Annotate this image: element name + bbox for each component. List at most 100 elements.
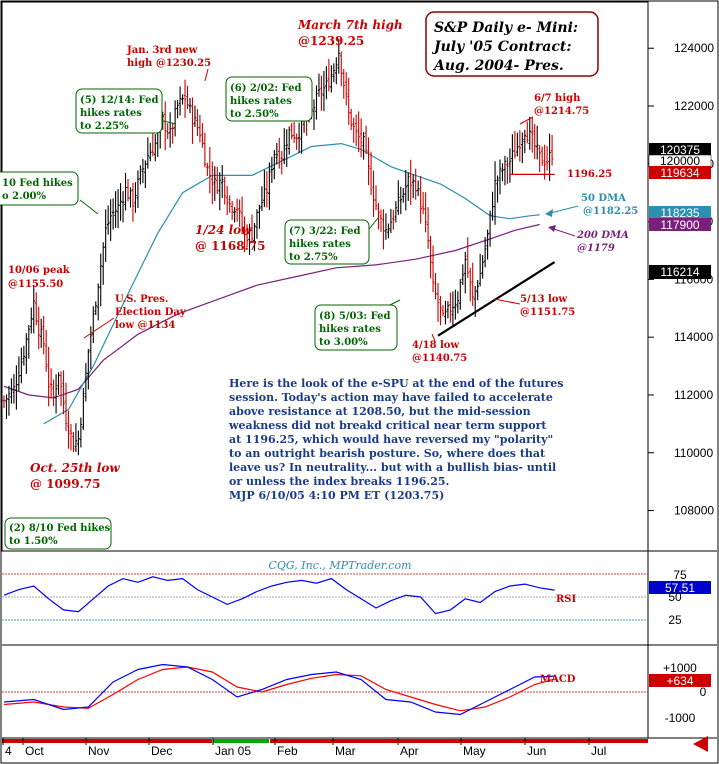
price-bar <box>389 208 393 234</box>
price-bar <box>357 111 360 153</box>
price-bar <box>434 273 437 300</box>
price-bar <box>111 198 115 230</box>
fed-box-nov10-frame <box>0 171 79 206</box>
price-bar <box>322 70 326 112</box>
price-bar <box>233 207 236 223</box>
price-bar <box>342 68 346 99</box>
may13-label-2: @1151.75 <box>520 307 575 318</box>
price-bar <box>153 134 157 162</box>
price-bar <box>238 199 241 227</box>
price-bar <box>461 264 465 286</box>
price-bar <box>218 172 222 211</box>
month-label: Jun <box>527 744 546 758</box>
fed-box-feb02: (6) 2/02: Fed hikes rates to 2.50% <box>225 76 313 122</box>
price-bar <box>359 118 363 158</box>
election-leader <box>83 317 115 339</box>
price-bar <box>518 130 522 162</box>
month-label: Dec <box>151 744 172 758</box>
price-bar <box>258 204 261 229</box>
price-bar <box>255 209 259 239</box>
price-bar <box>493 161 497 225</box>
fed-box-dec14: (5) 12/14: Fed hikes rates to 2.25% <box>75 88 163 134</box>
jan24-label-2: @ 1168.75 <box>195 239 265 253</box>
oct10-label-2: @1155.50 <box>8 279 63 290</box>
fed-box-aug10-frame <box>4 517 112 550</box>
price-bar <box>325 66 328 100</box>
price-bar <box>449 292 452 323</box>
price-bar <box>225 186 229 216</box>
price-bar <box>466 237 470 278</box>
price-tick-label: 112000 <box>674 388 713 402</box>
price-bar <box>131 182 135 222</box>
price-bar <box>506 157 509 184</box>
price-bar <box>94 301 98 316</box>
price-bar <box>436 283 440 322</box>
price-bar <box>7 385 11 416</box>
price-bar <box>134 182 137 213</box>
price-bar <box>116 189 120 229</box>
dma50-label-1: 50 DMA <box>581 193 626 204</box>
price-bar <box>295 133 298 150</box>
price-bar <box>488 210 492 247</box>
badge-a-text: 120375 <box>660 143 700 157</box>
apr18-label-1: 4/18 low <box>412 340 459 351</box>
price-bar <box>201 123 204 148</box>
dma200-label-2: @1179 <box>577 243 615 254</box>
title-line-1: S&P Daily e- Mini: <box>434 20 578 36</box>
price-bar <box>315 85 318 120</box>
price-bar <box>29 307 33 334</box>
price-bar <box>64 382 68 431</box>
price-bar <box>419 175 422 224</box>
jun7-label-1: 6/7 high <box>534 93 581 104</box>
price-bar <box>32 284 36 334</box>
rsi-line <box>3 576 555 615</box>
macd-value-bg <box>649 674 711 687</box>
price-bar <box>235 198 239 222</box>
price-bar <box>535 125 539 160</box>
price-bar <box>404 169 408 211</box>
price-bar <box>387 223 390 239</box>
price-bar <box>459 279 462 310</box>
price-bar <box>496 175 499 203</box>
price-bar <box>335 57 338 85</box>
price-bar <box>149 143 152 162</box>
price-bar <box>52 379 55 407</box>
price-bar <box>429 235 432 279</box>
price-bar <box>545 146 549 171</box>
price-bar <box>250 214 254 243</box>
price-bar <box>198 114 202 143</box>
price-bar <box>508 148 512 183</box>
price-bar <box>193 105 197 128</box>
price-bar <box>287 126 291 155</box>
price-bar <box>538 145 541 173</box>
price-bar <box>183 79 187 119</box>
price-bar <box>394 201 398 223</box>
price-bar <box>129 187 132 208</box>
price-bar <box>392 209 395 230</box>
fed-box-nov10: 10 Fed hikes o 2.00% <box>0 171 79 206</box>
price-bar <box>39 318 43 348</box>
price-bar <box>273 150 276 180</box>
price-bar <box>15 365 18 410</box>
month-label: 4 <box>5 744 12 758</box>
price-bar <box>454 289 457 320</box>
price-bar <box>501 163 504 182</box>
title-frame <box>425 11 599 77</box>
macd-signal-line <box>3 666 555 712</box>
month-label: May <box>463 744 486 758</box>
scroll-left-arrow-icon[interactable] <box>693 736 708 752</box>
price-bar <box>481 255 484 279</box>
price-bar <box>124 172 127 211</box>
price-bar <box>20 347 23 384</box>
jan3-leader <box>204 68 209 82</box>
commentary-line-1: Here is the look of the e-SPU at the end… <box>229 377 564 390</box>
fed-box-feb02-line3: to 2.50% <box>230 109 279 120</box>
price-bar <box>171 123 174 144</box>
price-bar <box>397 180 400 215</box>
price-bar <box>72 432 75 453</box>
dma200-label-1: 200 DMA <box>576 230 629 241</box>
macd-tick-minus: -1000 <box>665 711 696 725</box>
commentary-line-4: weakness did not breakd critical near te… <box>228 419 547 432</box>
